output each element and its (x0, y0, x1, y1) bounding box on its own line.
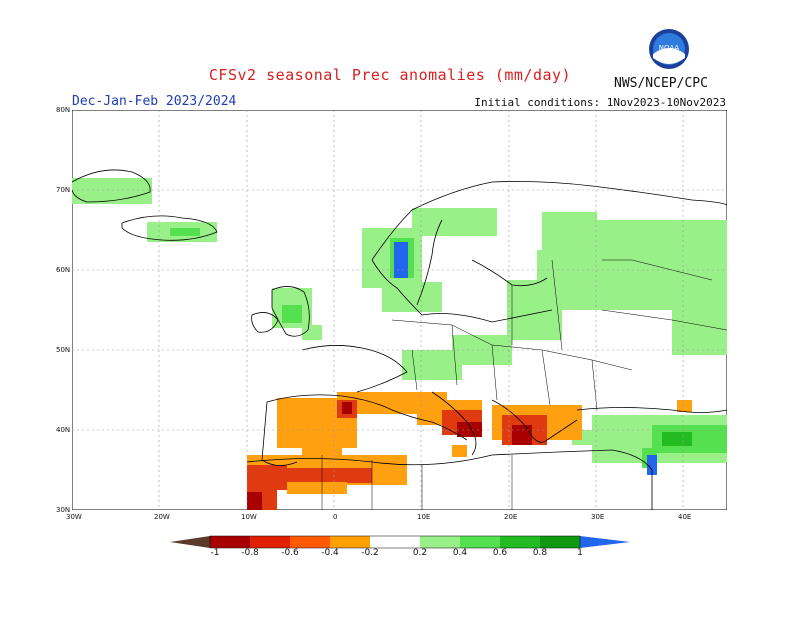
logo-text: NOAA (659, 44, 680, 52)
colorbar-swatch (210, 536, 250, 548)
period-label: Dec-Jan-Feb 2023/2024 (72, 94, 237, 109)
colorbar-swatch (370, 536, 420, 548)
colorbar-label: 1 (577, 548, 583, 558)
lon-label-40e: 40E (678, 513, 692, 521)
colorbar-label: 0.6 (492, 548, 508, 558)
anomaly-map (71, 109, 728, 511)
colorbar-label: -1 (210, 548, 220, 558)
colorbar-label: 0.8 (532, 548, 548, 558)
noaa-logo: NOAA (648, 28, 690, 70)
chart-title: CFSv2 seasonal Prec anomalies (mm/day) (208, 66, 572, 84)
colorbar-label: -0.6 (281, 548, 299, 558)
lat-label-40n: 40N (56, 426, 71, 434)
lon-label-10e: 10E (417, 513, 431, 521)
colorbar-swatch (250, 536, 290, 548)
wet-extreme-patches (394, 242, 657, 475)
colorbar-high-arrow (580, 536, 630, 548)
colorbar-swatch (500, 536, 540, 548)
colorbar-low-arrow (170, 536, 210, 548)
lon-label-20e: 20E (504, 513, 518, 521)
lat-label-70n: 70N (56, 186, 71, 194)
colorbar-swatch (290, 536, 330, 548)
colorbar-swatch (540, 536, 580, 548)
colorbar-swatch (420, 536, 460, 548)
lon-label-30w: 30W (66, 513, 82, 521)
colorbar-label: -0.8 (241, 548, 259, 558)
lat-label-80n: 80N (56, 106, 71, 114)
colorbar-label: -0.4 (321, 548, 339, 558)
colorbar-label: 0.4 (452, 548, 468, 558)
lon-label-0: 0 (333, 513, 338, 521)
colorbar-label: 0.2 (412, 548, 428, 558)
lat-label-50n: 50N (56, 346, 71, 354)
lat-label-30n: 30N (56, 506, 71, 514)
lon-label-10w: 10W (241, 513, 257, 521)
colorbar-label: -0.2 (361, 548, 379, 558)
graticule (72, 110, 727, 510)
lat-label-60n: 60N (56, 266, 71, 274)
colorbar (170, 534, 630, 554)
lon-label-20w: 20W (154, 513, 170, 521)
colorbar-swatch (460, 536, 500, 548)
colorbar-swatch (330, 536, 370, 548)
lon-label-30e: 30E (591, 513, 605, 521)
initial-conditions-label: Initial conditions: 1Nov2023-10Nov2023 (474, 96, 726, 109)
agency-label: NWS/NCEP/CPC (614, 76, 708, 91)
